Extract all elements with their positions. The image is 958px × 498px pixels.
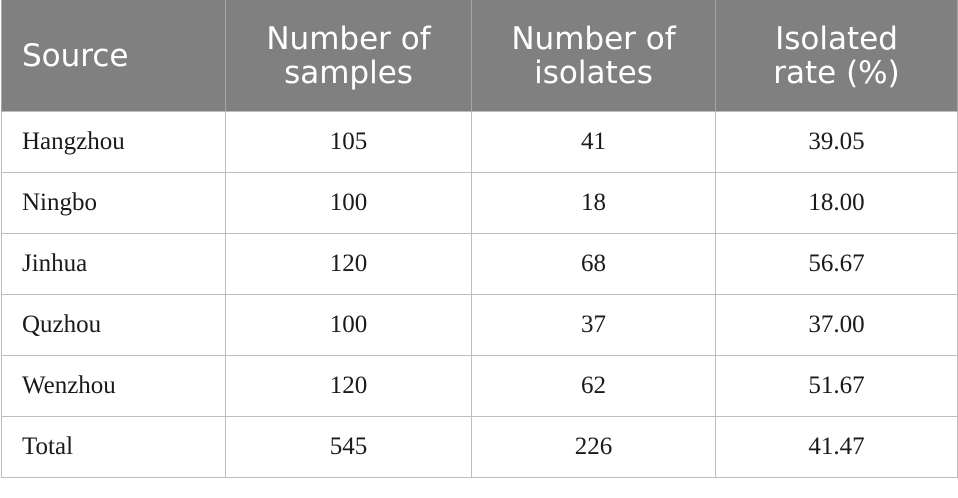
table-row: Ningbo 100 18 18.00 (1, 172, 958, 234)
cell-source: Jinhua (1, 233, 226, 295)
cell-rate: 51.67 (715, 355, 958, 417)
cell-source: Wenzhou (1, 355, 226, 417)
cell-rate: 18.00 (715, 172, 958, 234)
table-body: Hangzhou 105 41 39.05 Ningbo 100 18 18.0… (1, 111, 958, 478)
cell-samples: 545 (225, 416, 472, 478)
cell-isolates: 41 (471, 111, 716, 173)
table-header: Source Number of samples Number of isola… (1, 0, 958, 112)
table-row: Wenzhou 120 62 51.67 (1, 355, 958, 417)
cell-isolates: 62 (471, 355, 716, 417)
header-source: Source (1, 0, 226, 112)
table-row: Hangzhou 105 41 39.05 (1, 111, 958, 173)
cell-isolates: 226 (471, 416, 716, 478)
cell-source: Quzhou (1, 294, 226, 356)
isolation-rate-table: Source Number of samples Number of isola… (1, 0, 958, 478)
cell-samples: 105 (225, 111, 472, 173)
header-isolated-rate: Isolated rate (%) (715, 0, 958, 112)
header-row: Source Number of samples Number of isola… (1, 0, 958, 112)
cell-samples: 100 (225, 172, 472, 234)
header-number-of-samples: Number of samples (225, 0, 472, 112)
cell-source: Ningbo (1, 172, 226, 234)
table-row: Quzhou 100 37 37.00 (1, 294, 958, 356)
cell-source: Total (1, 416, 226, 478)
cell-isolates: 18 (471, 172, 716, 234)
cell-rate: 56.67 (715, 233, 958, 295)
cell-rate: 39.05 (715, 111, 958, 173)
cell-samples: 120 (225, 355, 472, 417)
cell-isolates: 68 (471, 233, 716, 295)
cell-samples: 100 (225, 294, 472, 356)
cell-rate: 37.00 (715, 294, 958, 356)
cell-isolates: 37 (471, 294, 716, 356)
cell-rate: 41.47 (715, 416, 958, 478)
table-row-total: Total 545 226 41.47 (1, 416, 958, 478)
cell-source: Hangzhou (1, 111, 226, 173)
data-table-container: Source Number of samples Number of isola… (1, 0, 958, 478)
header-number-of-isolates: Number of isolates (471, 0, 716, 112)
cell-samples: 120 (225, 233, 472, 295)
table-row: Jinhua 120 68 56.67 (1, 233, 958, 295)
